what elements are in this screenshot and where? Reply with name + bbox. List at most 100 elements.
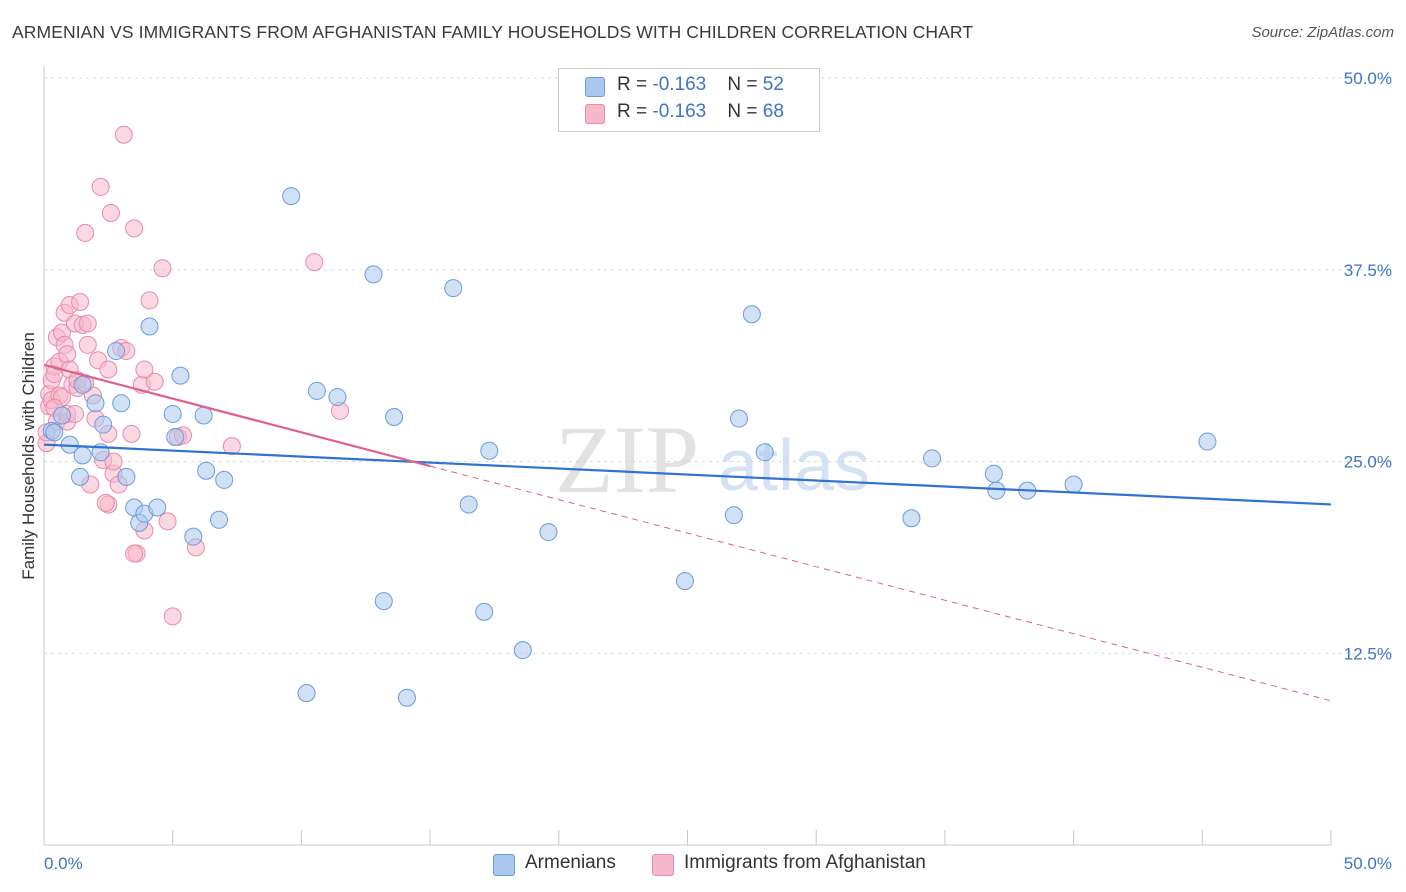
afghanistan-point [114, 125, 133, 144]
y-tick-label: 37.5% [1344, 261, 1392, 280]
afghanistan-point [153, 259, 172, 278]
legend-r-value: -0.163 [652, 74, 707, 95]
armenians-point [1198, 432, 1217, 451]
armenians-point [374, 592, 393, 611]
afghanistan-point [125, 219, 144, 238]
armenians-point [71, 467, 90, 486]
armenians-point [364, 265, 383, 284]
y-tick-labels: 12.5% 25.0% 37.5% 50.0% [1344, 69, 1392, 663]
armenians-point [86, 394, 105, 413]
armenians-point [112, 394, 131, 413]
afghanistan-legend-label: Immigrants from Afghanistan [684, 852, 926, 873]
y-tick-label: 25.0% [1344, 453, 1392, 472]
afghanistan-point [135, 360, 154, 379]
armenians-legend-label: Armenians [525, 852, 616, 873]
armenians-point [397, 688, 416, 707]
legend-r-label: R = [617, 74, 653, 95]
x-ticks [43, 830, 1332, 845]
afghanistan-point [78, 314, 97, 333]
armenians-point [475, 602, 494, 621]
armenians-point [755, 443, 774, 462]
afghanistan-point [145, 372, 164, 391]
armenians-point [297, 684, 316, 703]
armenians-point [197, 461, 216, 480]
x-tick-label-max: 50.0% [1344, 854, 1392, 873]
armenians-point [45, 423, 64, 442]
y-tick-label: 50.0% [1344, 69, 1392, 88]
armenians-point [73, 446, 92, 465]
armenians-trend-line [43, 443, 1332, 506]
armenians-point [282, 187, 301, 206]
armenians-point [53, 406, 72, 425]
afghanistan-point [140, 291, 159, 310]
afghanistan-point [58, 345, 77, 364]
armenians-point [1064, 475, 1083, 494]
armenians-point [166, 427, 185, 446]
armenians-point [444, 279, 463, 298]
afghanistan-point [104, 452, 123, 471]
afghanistan-point [222, 437, 241, 456]
grid-lines [44, 77, 1392, 654]
armenians-point [459, 495, 478, 514]
correlation-legend: R = -0.163 N = 52 R = -0.163 N = 68 [558, 68, 820, 132]
armenians-point [675, 572, 694, 591]
armenians-point [171, 366, 190, 385]
afghanistan-swatch [585, 104, 605, 124]
armenians-point [987, 481, 1006, 500]
armenians-point [210, 510, 229, 529]
afghanistan-point [71, 292, 90, 311]
armenians-point [215, 470, 234, 489]
armenians-point [148, 498, 167, 517]
chart-title: ARMENIAN VS IMMIGRANTS FROM AFGHANISTAN … [12, 22, 974, 42]
trend-lines [43, 363, 1332, 702]
legend-n-label: N = [727, 74, 763, 95]
afghanistan-point [125, 544, 144, 563]
legend-r-label: R = [617, 101, 653, 122]
armenians-point [163, 404, 182, 423]
armenians-point [513, 641, 532, 660]
y-axis-label: Family Households with Children [19, 332, 38, 580]
afghanistan-point [76, 223, 95, 242]
afghanistan-point [101, 203, 120, 222]
legend-n-value: 68 [762, 101, 784, 122]
armenians-point [107, 342, 126, 361]
armenians-legend-swatch [493, 854, 515, 876]
afghanistan-trend-line [43, 363, 431, 468]
x-tick-label-min: 0.0% [44, 854, 83, 873]
afghanistan-trend-extension [429, 465, 1332, 702]
afghanistan-legend-swatch [652, 854, 674, 876]
armenians-point [184, 527, 203, 546]
armenians-point [923, 449, 942, 468]
armenians-point [742, 305, 761, 324]
watermark-zip: ZIP [555, 406, 699, 513]
y-tick-label: 12.5% [1344, 644, 1392, 663]
armenians-point [724, 506, 743, 525]
afghanistan-point [158, 512, 177, 531]
afghanistan-point [122, 424, 141, 443]
armenians-point [385, 408, 404, 427]
armenians-point [539, 523, 558, 542]
armenians-point [94, 415, 113, 434]
armenians-point [73, 375, 92, 394]
armenians-point [480, 441, 499, 460]
armenians-point [328, 388, 347, 407]
armenians-point [194, 406, 213, 425]
watermark: ZIP atlas [555, 406, 870, 513]
legend-n-label: N = [727, 101, 763, 122]
source-label: Source: ZipAtlas.com [1251, 24, 1394, 41]
afghanistan-point [91, 177, 110, 196]
armenians-point [140, 317, 159, 336]
legend-n-value: 52 [762, 74, 784, 95]
afghanistan-point [99, 360, 118, 379]
armenians-point [117, 467, 136, 486]
armenians-point [902, 509, 921, 528]
armenians-point [984, 464, 1003, 483]
afghanistan-point [96, 493, 115, 512]
watermark-atlas: atlas [718, 426, 870, 506]
afghanistan-point [305, 253, 324, 272]
armenians-point [307, 381, 326, 400]
afghanistan-point [163, 607, 182, 626]
afghanistan-point [78, 335, 97, 354]
armenians-point [729, 409, 748, 428]
